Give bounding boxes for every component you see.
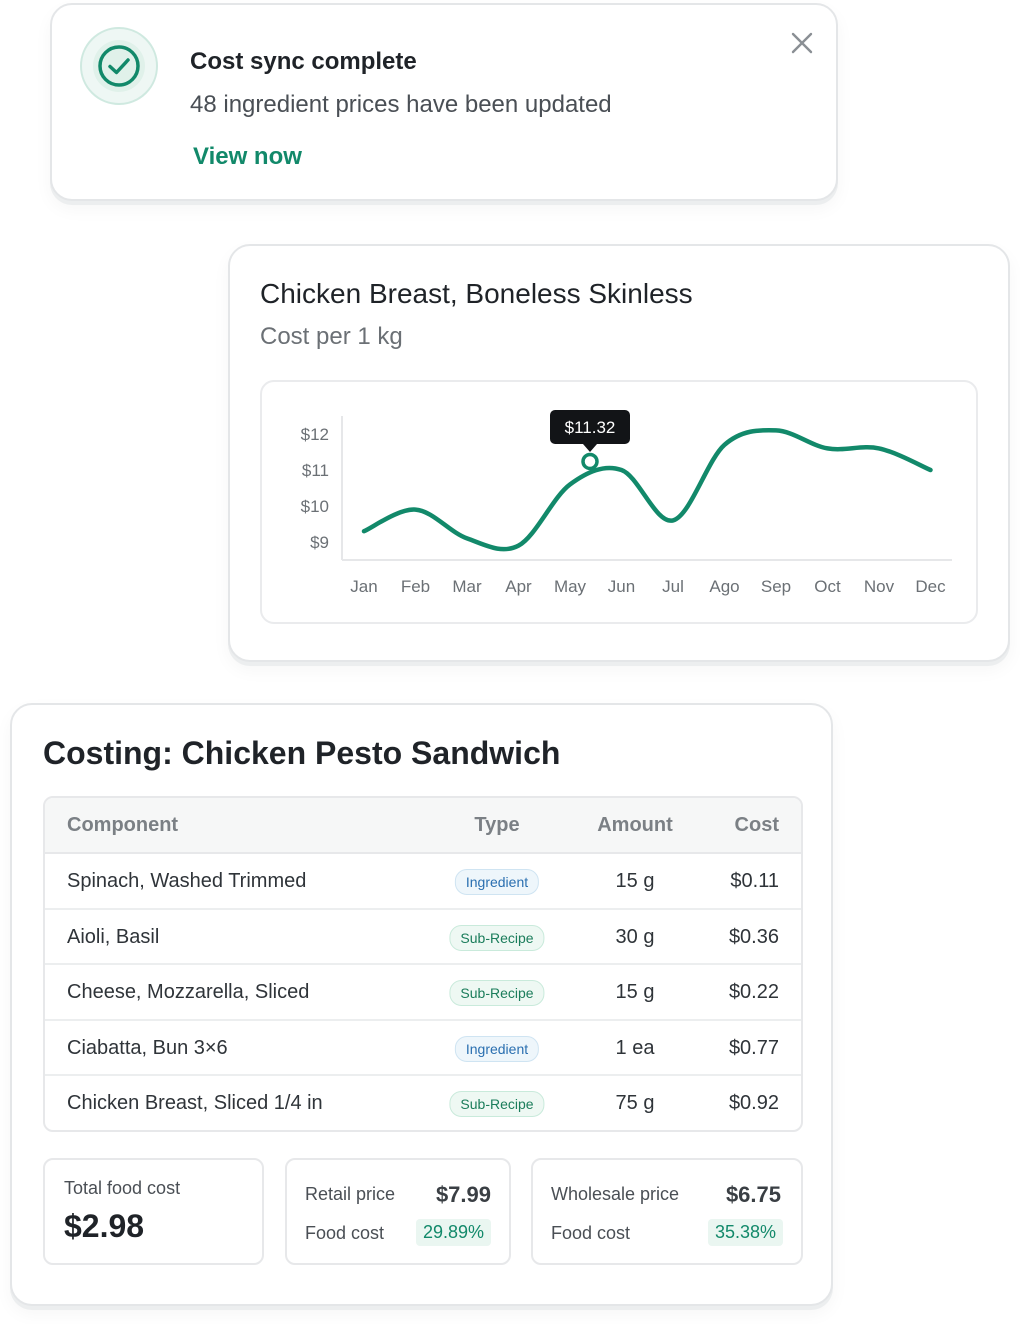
table-row[interactable]: Chicken Breast, Sliced 1/4 in Sub-Recipe 7… — [45, 1076, 801, 1130]
x-tick-label: May — [554, 577, 587, 596]
retail-price-value: $7.99 — [435, 1182, 491, 1207]
wholesale-food-cost-pct: 35.38% — [707, 1219, 783, 1246]
sync-notification: Cost sync complete 48 ingredient prices … — [50, 3, 838, 201]
type-badge: Sub-Recipe — [449, 1091, 545, 1118]
component-cost: $0.11 — [730, 870, 779, 892]
component-name: Spinach, Washed Trimmed — [67, 870, 307, 892]
type-badge: Ingredient — [454, 1035, 540, 1062]
table-row[interactable]: Ciabatta, Bun 3×6 Ingredient 1 ea $0.77 — [45, 1021, 801, 1077]
x-tick-label: Ago — [709, 577, 739, 596]
component-name: Aioli, Basil — [67, 925, 160, 948]
y-tick-label: $9 — [310, 533, 329, 552]
check-circle-icon — [98, 45, 140, 87]
wholesale-food-cost-label: Food cost — [551, 1223, 631, 1243]
y-tick-label: $11 — [302, 461, 329, 480]
component-cost: $0.22 — [728, 981, 779, 1004]
y-tick-label: $12 — [301, 425, 329, 444]
close-icon[interactable] — [789, 30, 815, 56]
tooltip-value: $11.32 — [565, 418, 616, 437]
type-badge: Ingredient — [454, 869, 540, 895]
view-now-link[interactable]: View now — [193, 143, 302, 170]
notification-title: Cost sync complete — [190, 48, 417, 75]
component-amount: 15 g — [615, 870, 655, 892]
success-icon-ring — [80, 27, 158, 105]
x-tick-label: Oct — [814, 577, 841, 596]
header-cost: Cost — [734, 814, 779, 836]
recipe-costing-card: Costing: Chicken Pesto Sandwich Componen… — [10, 703, 833, 1306]
price-series-line — [361, 427, 933, 552]
x-tick-label: Apr — [505, 577, 532, 596]
wholesale-price-label: Wholesale price — [551, 1184, 680, 1204]
table-row[interactable]: Spinach, Washed Trimmed Ingredient 15 g $0.… — [45, 854, 801, 910]
x-tick-label: Jun — [608, 577, 635, 596]
price-history-card: Chicken Breast, Boneless Skinless Cost p… — [228, 244, 1010, 662]
type-badge: Sub-Recipe — [449, 980, 545, 1007]
component-amount: 30 g — [615, 925, 655, 948]
table-header: Component Type Amount Cost — [45, 798, 801, 854]
x-tick-label: Mar — [452, 577, 482, 596]
x-tick-label: Sep — [761, 577, 791, 596]
highlight-point — [581, 452, 599, 471]
table-row[interactable]: Aioli, Basil Sub-Recipe 30 g $0.36 — [45, 910, 801, 966]
header-type: Type — [474, 814, 520, 836]
x-tick-label: Jan — [350, 577, 377, 596]
x-tick-label: Dec — [915, 577, 946, 596]
header-component: Component — [67, 814, 179, 836]
component-cost: $0.92 — [728, 1092, 779, 1115]
wholesale-price-value: $6.75 — [725, 1182, 781, 1207]
cost-unit-label: Cost per 1 kg — [260, 323, 403, 350]
retail-food-cost-pct: 29.89% — [415, 1219, 491, 1246]
x-tick-label: Feb — [401, 577, 430, 596]
price-chart: $12 $11 $10 $9 Jan Feb Mar Apr May Jun Jul Ago Sep Oc… — [260, 380, 978, 624]
y-tick-label: $10 — [301, 497, 329, 516]
x-tick-label: Nov — [864, 577, 895, 596]
component-name: Chicken Breast, Sliced 1/4 in — [67, 1092, 323, 1115]
component-amount: 1 ea — [615, 1036, 655, 1059]
price-line-chart: $12 $11 $10 $9 Jan Feb Mar Apr May Jun Jul Ago Sep Oc… — [301, 410, 952, 596]
tooltip-box — [550, 410, 630, 444]
retail-food-cost-label: Food cost — [305, 1223, 385, 1243]
total-food-cost-value: $2.98 — [64, 1208, 145, 1244]
table-row[interactable]: Cheese, Mozzarella, Sliced Sub-Recipe 15 g… — [45, 965, 801, 1021]
total-food-cost-label: Total food cost — [64, 1178, 181, 1198]
total-food-cost-box: Total food cost $2.98 — [43, 1158, 264, 1265]
retail-price-label: Retail price — [305, 1184, 396, 1204]
type-badge: Sub-Recipe — [449, 924, 545, 951]
component-cost: $0.36 — [728, 925, 779, 948]
component-name: Ciabatta, Bun 3×6 — [67, 1036, 228, 1059]
costing-title: Costing: Chicken Pesto Sandwich — [43, 735, 561, 771]
tooltip-arrow — [583, 444, 597, 452]
component-name: Cheese, Mozzarella, Sliced — [67, 981, 310, 1004]
ingredient-name: Chicken Breast, Boneless Skinless — [260, 278, 693, 309]
component-cost: $0.77 — [728, 1036, 779, 1059]
notification-message: 48 ingredient prices have been updated — [190, 91, 612, 118]
component-amount: 75 g — [615, 1092, 655, 1115]
retail-price-box: Retail price $7.99 Food cost 29.89% — [285, 1158, 511, 1265]
component-amount: 15 g — [615, 981, 655, 1004]
wholesale-price-box: Wholesale price $6.75 Food cost 35.38% — [531, 1158, 803, 1265]
components-table: Component Type Amount Cost Spinach, Wash… — [43, 796, 803, 1132]
x-tick-label: Jul — [662, 577, 684, 596]
header-amount: Amount — [597, 814, 673, 836]
